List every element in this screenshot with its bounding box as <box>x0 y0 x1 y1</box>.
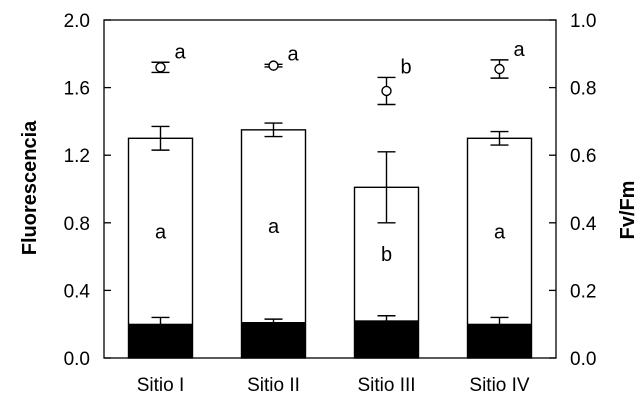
error-bars-group <box>151 59 509 332</box>
ratio-letter: a <box>175 41 187 63</box>
y-tick-label: 0.0 <box>64 349 90 370</box>
y2-tick-label: 0.2 <box>570 281 596 302</box>
bars-group <box>127 129 533 359</box>
y2-axis-label: Fv/Fm <box>617 181 639 240</box>
x-tick-label: Sitio III <box>357 375 415 396</box>
x-tick-label: Sitio I <box>137 375 185 396</box>
ratio-letter: a <box>288 43 300 65</box>
points-group <box>155 60 505 97</box>
x-tick-label: Sitio II <box>247 375 300 396</box>
ratio-point <box>381 85 392 97</box>
y2-tick-label: 0.4 <box>570 214 597 235</box>
open-bar-letter: a <box>268 216 280 238</box>
y-tick-label: 0.8 <box>64 214 90 235</box>
labels-group: a a b a a a b a <box>155 39 526 266</box>
open-bar-letter: b <box>381 244 392 266</box>
ratio-letter: b <box>401 56 412 78</box>
plot-frame <box>103 19 557 359</box>
y2-tick-label: 1.0 <box>570 11 596 32</box>
y2-tick-label: 0.6 <box>570 146 596 167</box>
y2-tick-label: 0.8 <box>570 79 596 100</box>
y-tick-label: 2.0 <box>64 11 90 32</box>
open-bar-letter: a <box>155 221 167 243</box>
y-tick-label: 0.4 <box>64 281 91 302</box>
y-tick-label: 1.6 <box>64 79 90 100</box>
filled-bar <box>355 320 418 358</box>
y-axis-label: Fluorescencia <box>19 120 41 255</box>
ratio-letter: a <box>514 39 526 61</box>
ratio-point <box>494 63 505 75</box>
ratio-point <box>155 62 166 73</box>
y2-tick-label: 0.0 <box>570 349 596 370</box>
filled-bar <box>242 322 305 358</box>
ratio-point <box>268 60 279 71</box>
y-tick-label: 1.2 <box>64 146 90 167</box>
x-tick-label: Sitio IV <box>469 375 530 396</box>
plot-frame-group: 0.0 0.4 0.8 1.2 1.6 2.0 0.0 0.2 0.4 0.6 0.8 1.0 Siti… <box>64 11 597 396</box>
open-bar-letter: a <box>494 221 506 243</box>
